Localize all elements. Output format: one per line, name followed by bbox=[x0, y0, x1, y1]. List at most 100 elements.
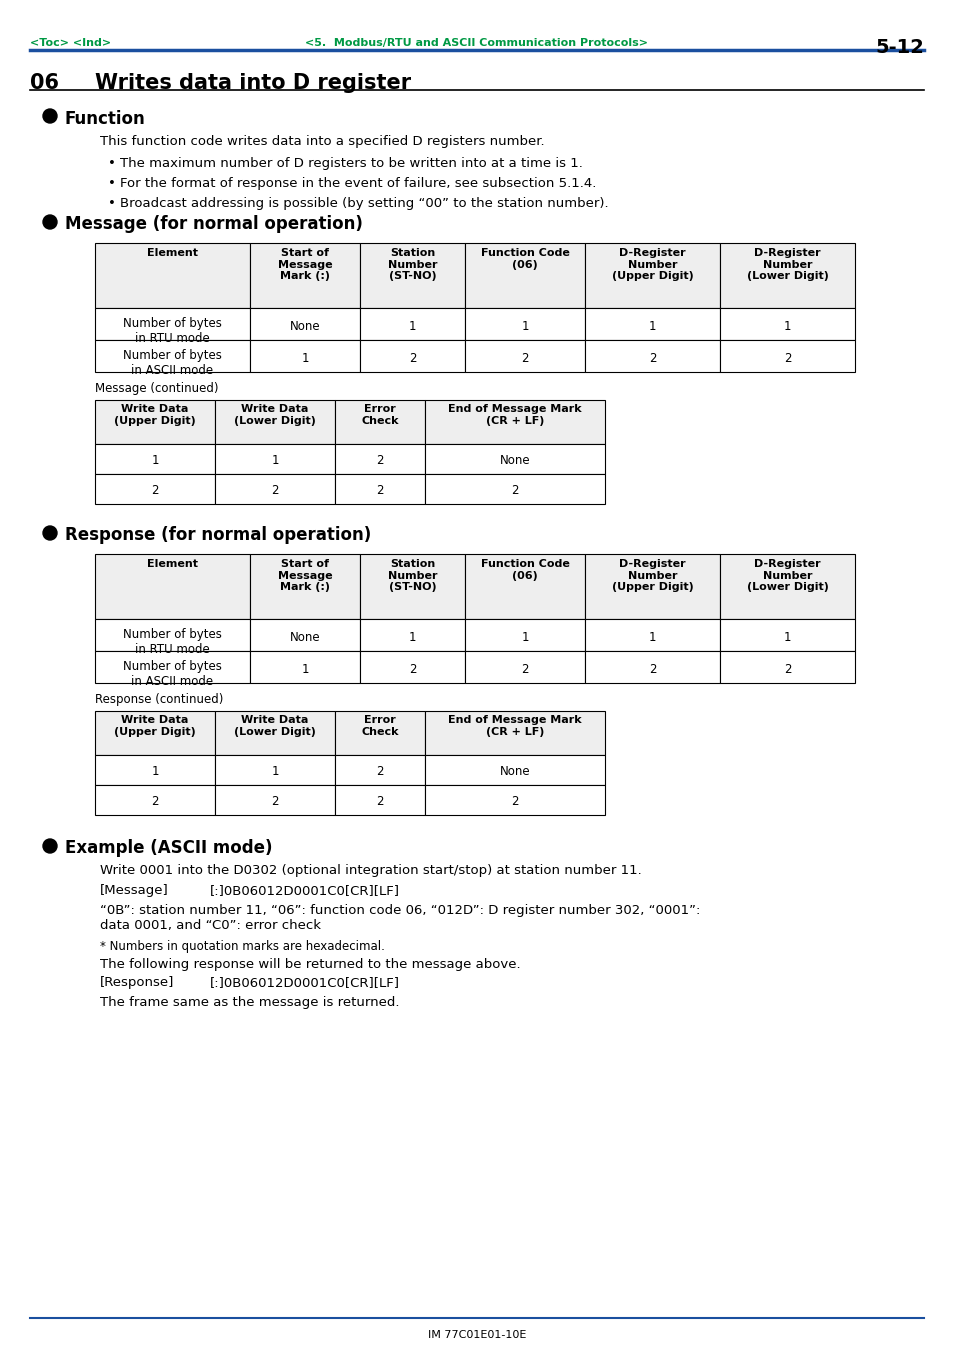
Text: Function Code
(06): Function Code (06) bbox=[480, 559, 569, 581]
Bar bbox=[250, 308, 359, 340]
Text: [Message]: [Message] bbox=[100, 884, 169, 897]
Text: 2: 2 bbox=[375, 484, 383, 497]
Text: 2: 2 bbox=[511, 794, 518, 808]
Circle shape bbox=[43, 839, 57, 852]
Bar bbox=[250, 243, 359, 308]
Text: Number of bytes
in ASCII mode: Number of bytes in ASCII mode bbox=[123, 661, 222, 688]
Bar bbox=[95, 755, 214, 785]
Text: Error
Check: Error Check bbox=[361, 715, 398, 736]
Text: IM 77C01E01-10E: IM 77C01E01-10E bbox=[427, 1329, 526, 1340]
Text: Station
Number
(ST-NO): Station Number (ST-NO) bbox=[387, 249, 436, 281]
Bar bbox=[464, 619, 584, 651]
Text: [Response]: [Response] bbox=[100, 975, 174, 989]
Bar bbox=[95, 243, 250, 308]
Text: <5.  Modbus/RTU and ASCII Communication Protocols>: <5. Modbus/RTU and ASCII Communication P… bbox=[305, 38, 648, 49]
Bar bbox=[335, 444, 424, 474]
Bar bbox=[335, 785, 424, 815]
Text: D-Register
Number
(Upper Digit): D-Register Number (Upper Digit) bbox=[611, 559, 693, 592]
Bar bbox=[720, 340, 854, 372]
Text: Number of bytes
in RTU mode: Number of bytes in RTU mode bbox=[123, 317, 222, 346]
Text: 2: 2 bbox=[783, 353, 790, 365]
Bar bbox=[250, 554, 359, 619]
Text: Station
Number
(ST-NO): Station Number (ST-NO) bbox=[387, 559, 436, 592]
Bar bbox=[424, 474, 604, 504]
Text: D-Register
Number
(Lower Digit): D-Register Number (Lower Digit) bbox=[746, 249, 827, 281]
Text: [:]0B06012D0001C0[CR][LF]: [:]0B06012D0001C0[CR][LF] bbox=[210, 975, 399, 989]
Text: •: • bbox=[108, 157, 115, 170]
Bar bbox=[584, 243, 720, 308]
Text: •: • bbox=[108, 197, 115, 209]
Bar bbox=[584, 554, 720, 619]
Circle shape bbox=[43, 215, 57, 230]
Text: End of Message Mark
(CR + LF): End of Message Mark (CR + LF) bbox=[448, 715, 581, 736]
Bar bbox=[95, 308, 250, 340]
Text: 2: 2 bbox=[511, 484, 518, 497]
Bar bbox=[250, 651, 359, 684]
Text: Element: Element bbox=[147, 559, 198, 569]
Text: Response (continued): Response (continued) bbox=[95, 693, 223, 707]
Bar bbox=[584, 308, 720, 340]
Text: Response (for normal operation): Response (for normal operation) bbox=[65, 526, 371, 544]
Text: 2: 2 bbox=[375, 794, 383, 808]
Text: Start of
Message
Mark (:): Start of Message Mark (:) bbox=[277, 559, 332, 592]
Text: This function code writes data into a specified D registers number.: This function code writes data into a sp… bbox=[100, 135, 544, 149]
Bar bbox=[720, 243, 854, 308]
Text: 2: 2 bbox=[375, 765, 383, 778]
Text: 2: 2 bbox=[783, 663, 790, 676]
Text: For the format of response in the event of failure, see subsection 5.1.4.: For the format of response in the event … bbox=[120, 177, 596, 190]
Bar bbox=[335, 400, 424, 444]
Text: * Numbers in quotation marks are hexadecimal.: * Numbers in quotation marks are hexadec… bbox=[100, 940, 384, 952]
Text: The maximum number of D registers to be written into at a time is 1.: The maximum number of D registers to be … bbox=[120, 157, 582, 170]
Text: Start of
Message
Mark (:): Start of Message Mark (:) bbox=[277, 249, 332, 281]
Bar bbox=[95, 444, 214, 474]
Bar bbox=[424, 444, 604, 474]
Text: 1: 1 bbox=[520, 631, 528, 644]
Bar bbox=[214, 444, 335, 474]
Text: “0B”: station number 11, “06”: function code 06, “012D”: D register number 302, : “0B”: station number 11, “06”: function … bbox=[100, 904, 700, 932]
Text: Function: Function bbox=[65, 109, 146, 128]
Bar bbox=[424, 711, 604, 755]
Text: 1: 1 bbox=[648, 320, 656, 332]
Text: Function Code
(06): Function Code (06) bbox=[480, 249, 569, 270]
Bar bbox=[335, 755, 424, 785]
Bar bbox=[95, 619, 250, 651]
Bar bbox=[95, 785, 214, 815]
Text: 2: 2 bbox=[271, 794, 278, 808]
Bar bbox=[214, 474, 335, 504]
Bar bbox=[359, 619, 464, 651]
Bar bbox=[720, 308, 854, 340]
Bar bbox=[424, 785, 604, 815]
Text: The frame same as the message is returned.: The frame same as the message is returne… bbox=[100, 996, 399, 1009]
Text: None: None bbox=[499, 765, 530, 778]
Text: 1: 1 bbox=[408, 320, 416, 332]
Bar bbox=[214, 400, 335, 444]
Bar bbox=[95, 400, 214, 444]
Text: •: • bbox=[108, 177, 115, 190]
Bar bbox=[214, 785, 335, 815]
Bar bbox=[464, 651, 584, 684]
Bar bbox=[720, 619, 854, 651]
Bar bbox=[720, 651, 854, 684]
Text: Error
Check: Error Check bbox=[361, 404, 398, 426]
Bar bbox=[214, 755, 335, 785]
Text: D-Register
Number
(Lower Digit): D-Register Number (Lower Digit) bbox=[746, 559, 827, 592]
Bar bbox=[464, 554, 584, 619]
Bar bbox=[359, 308, 464, 340]
Bar bbox=[584, 651, 720, 684]
Bar bbox=[95, 651, 250, 684]
Text: Write Data
(Upper Digit): Write Data (Upper Digit) bbox=[114, 404, 195, 426]
Text: 2: 2 bbox=[648, 353, 656, 365]
Bar bbox=[95, 554, 250, 619]
Bar bbox=[335, 474, 424, 504]
Text: None: None bbox=[290, 631, 320, 644]
Text: End of Message Mark
(CR + LF): End of Message Mark (CR + LF) bbox=[448, 404, 581, 426]
Bar bbox=[214, 711, 335, 755]
Text: Write Data
(Lower Digit): Write Data (Lower Digit) bbox=[233, 404, 315, 426]
Circle shape bbox=[43, 109, 57, 123]
Bar bbox=[95, 711, 214, 755]
Text: 1: 1 bbox=[301, 353, 309, 365]
Text: <Toc> <Ind>: <Toc> <Ind> bbox=[30, 38, 111, 49]
Text: 2: 2 bbox=[520, 353, 528, 365]
Text: 1: 1 bbox=[783, 320, 790, 332]
Text: 2: 2 bbox=[375, 454, 383, 467]
